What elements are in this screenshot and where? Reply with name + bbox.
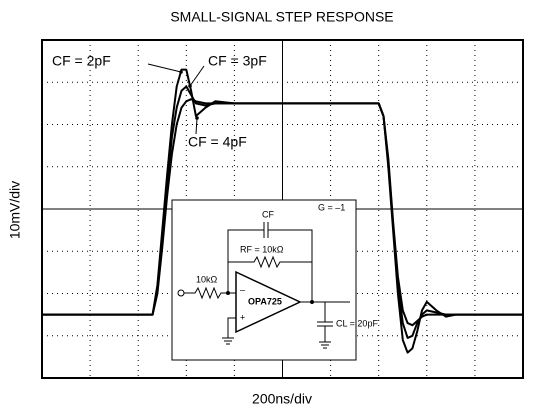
inset-label: G = –1 — [318, 202, 345, 212]
series-label: CF = 3pF — [208, 53, 267, 69]
inset-label: – — [240, 284, 245, 294]
x-axis-label: 200ns/div — [252, 391, 312, 407]
label-pointer-head — [179, 70, 183, 74]
plot-frame — [41, 39, 524, 379]
input-terminal — [177, 289, 185, 297]
inset-label: OPA725 — [248, 296, 282, 306]
label-pointer-head — [188, 84, 192, 88]
inset-label: CF — [262, 209, 274, 219]
node — [226, 291, 230, 295]
label-pointer — [189, 65, 205, 87]
label-pointer — [195, 117, 198, 135]
op-amp — [235, 270, 302, 334]
wire — [184, 286, 236, 300]
label-pointer — [147, 63, 182, 73]
wire — [227, 317, 236, 338]
inset-label: CL = 20pF — [336, 318, 378, 328]
inset-label: RF = 10kΩ — [240, 244, 284, 254]
wire — [227, 229, 264, 293]
step-response-line — [42, 98, 523, 327]
inset-label: + — [240, 312, 245, 322]
inset-label: 10kΩ — [196, 274, 218, 284]
node — [310, 300, 314, 304]
series-label: CF = 2pF — [52, 53, 111, 69]
y-axis-label: 10mV/div — [7, 181, 23, 239]
series-label: CF = 4pF — [188, 134, 247, 150]
inset-schematic: CF RF = 10kΩ G = –1 10kΩ OPA725 CL = 20pF – + — [171, 199, 378, 361]
chart-title: SMALL-SIGNAL STEP RESPONSE — [170, 9, 393, 25]
label-pointer-head — [195, 116, 199, 120]
wire — [268, 229, 313, 302]
wire — [228, 255, 312, 269]
